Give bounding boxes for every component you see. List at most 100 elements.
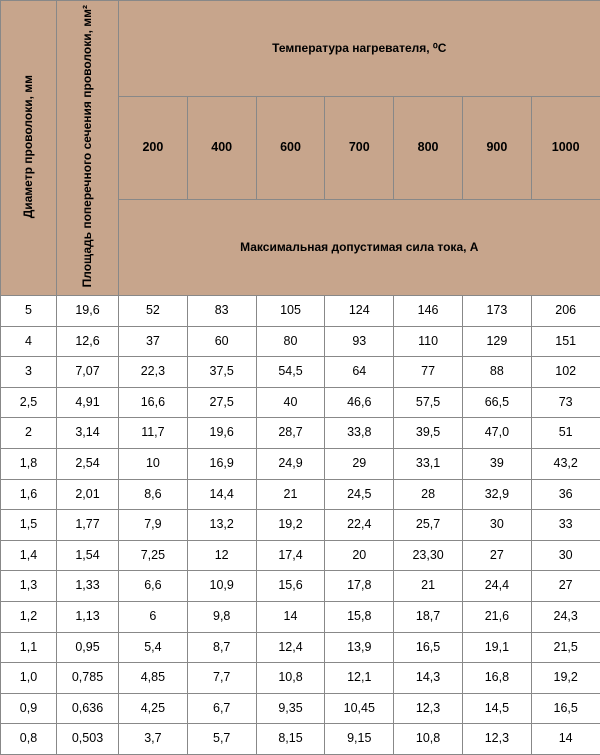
cell-current: 24,4 [462,571,531,602]
cell-current: 14 [256,602,325,633]
cell-current: 32,9 [462,479,531,510]
cell-current: 80 [256,326,325,357]
cell-current: 124 [325,296,394,327]
cell-diameter: 2,5 [1,387,57,418]
cell-current: 37 [119,326,188,357]
cell-current: 10 [119,449,188,480]
cell-diameter: 2 [1,418,57,449]
cell-current: 10,9 [187,571,256,602]
cell-current: 39 [462,449,531,480]
cell-current: 129 [462,326,531,357]
cell-current: 77 [394,357,463,388]
cell-current: 46,6 [325,387,394,418]
cell-current: 21 [256,479,325,510]
table-row: 1,00,7854,857,710,812,114,316,819,2 [1,663,600,694]
cell-area: 2,01 [57,479,119,510]
cell-current: 51 [531,418,600,449]
cell-current: 8,7 [187,632,256,663]
cell-diameter: 1,2 [1,602,57,633]
cell-current: 29 [325,449,394,480]
col-header-area: Площадь поперечного сечения проволоки, м… [57,1,119,296]
cell-current: 66,5 [462,387,531,418]
cell-current: 10,8 [256,663,325,694]
cell-current: 146 [394,296,463,327]
cell-diameter: 0,8 [1,724,57,755]
cell-area: 0,95 [57,632,119,663]
cell-current: 27,5 [187,387,256,418]
heater-current-table: Диаметр проволоки, мм Площадь поперечног… [0,0,600,755]
table-row: 1,62,018,614,42124,52832,936 [1,479,600,510]
cell-current: 12,3 [394,693,463,724]
cell-current: 21 [394,571,463,602]
cell-current: 28 [394,479,463,510]
cell-current: 105 [256,296,325,327]
cell-current: 30 [462,510,531,541]
cell-current: 10,8 [394,724,463,755]
table-row: 37,0722,337,554,5647788102 [1,357,600,388]
cell-current: 18,7 [394,602,463,633]
cell-area: 4,91 [57,387,119,418]
cell-current: 88 [462,357,531,388]
cell-current: 57,5 [394,387,463,418]
cell-current: 7,9 [119,510,188,541]
cell-current: 102 [531,357,600,388]
cell-diameter: 1,6 [1,479,57,510]
cell-current: 14,5 [462,693,531,724]
cell-current: 21,5 [531,632,600,663]
cell-current: 21,6 [462,602,531,633]
cell-current: 13,9 [325,632,394,663]
cell-current: 13,2 [187,510,256,541]
table-row: 0,80,5033,75,78,159,1510,812,314 [1,724,600,755]
cell-current: 93 [325,326,394,357]
cell-diameter: 1,0 [1,663,57,694]
cell-current: 7,7 [187,663,256,694]
cell-diameter: 1,1 [1,632,57,663]
cell-current: 16,9 [187,449,256,480]
cell-current: 9,15 [325,724,394,755]
table-row: 0,90,6364,256,79,3510,4512,314,516,5 [1,693,600,724]
cell-current: 16,5 [531,693,600,724]
cell-diameter: 5 [1,296,57,327]
cell-current: 173 [462,296,531,327]
cell-current: 33 [531,510,600,541]
cell-area: 1,33 [57,571,119,602]
cell-current: 4,25 [119,693,188,724]
table-row: 1,51,777,913,219,222,425,73033 [1,510,600,541]
cell-diameter: 1,8 [1,449,57,480]
cell-current: 8,15 [256,724,325,755]
cell-current: 6 [119,602,188,633]
temp-col-400: 400 [187,96,256,200]
cell-area: 19,6 [57,296,119,327]
cell-current: 12 [187,540,256,571]
cell-current: 12,4 [256,632,325,663]
cell-current: 4,85 [119,663,188,694]
cell-current: 33,1 [394,449,463,480]
temp-col-800: 800 [394,96,463,200]
table-row: 1,82,541016,924,92933,13943,2 [1,449,600,480]
cell-current: 17,8 [325,571,394,602]
cell-current: 15,8 [325,602,394,633]
cell-area: 1,13 [57,602,119,633]
cell-current: 36 [531,479,600,510]
cell-diameter: 3 [1,357,57,388]
cell-diameter: 0,9 [1,693,57,724]
temp-col-1000: 1000 [531,96,600,200]
cell-current: 25,7 [394,510,463,541]
cell-area: 0,636 [57,693,119,724]
cell-current: 12,3 [462,724,531,755]
cell-current: 28,7 [256,418,325,449]
cell-current: 52 [119,296,188,327]
cell-diameter: 1,4 [1,540,57,571]
cell-current: 37,5 [187,357,256,388]
cell-current: 14 [531,724,600,755]
cell-current: 22,3 [119,357,188,388]
cell-current: 17,4 [256,540,325,571]
cell-current: 33,8 [325,418,394,449]
cell-area: 0,785 [57,663,119,694]
cell-area: 1,54 [57,540,119,571]
cell-current: 54,5 [256,357,325,388]
cell-current: 24,5 [325,479,394,510]
table-row: 1,41,547,251217,42023,302730 [1,540,600,571]
table-row: 1,31,336,610,915,617,82124,427 [1,571,600,602]
table-row: 1,21,1369,81415,818,721,624,3 [1,602,600,633]
